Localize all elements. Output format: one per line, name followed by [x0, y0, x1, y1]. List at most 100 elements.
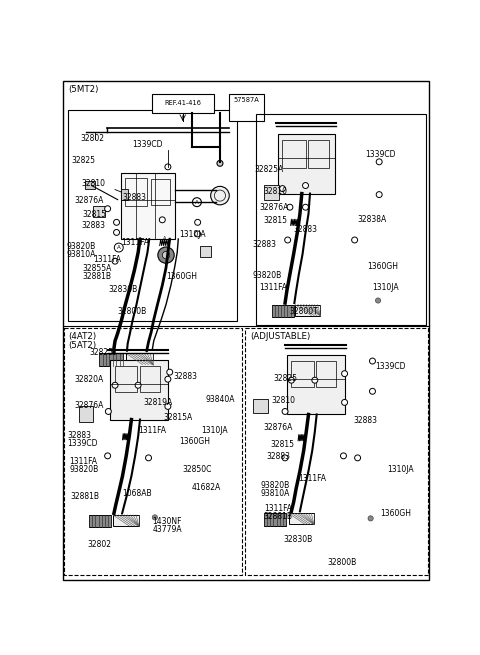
Text: (4AT2): (4AT2): [68, 332, 96, 341]
Text: 32802: 32802: [81, 134, 105, 143]
Circle shape: [114, 243, 123, 252]
Text: 32881B: 32881B: [83, 272, 111, 281]
Bar: [316, 361, 336, 387]
Bar: [253, 399, 267, 413]
Circle shape: [342, 400, 348, 405]
Circle shape: [370, 358, 375, 364]
Text: 32876A: 32876A: [74, 196, 104, 205]
Text: 32838A: 32838A: [358, 215, 387, 224]
Text: A: A: [195, 200, 199, 204]
Bar: [79, 406, 94, 422]
Bar: [64, 328, 241, 575]
Bar: [140, 366, 160, 392]
Circle shape: [288, 377, 294, 383]
Circle shape: [287, 204, 293, 210]
Bar: [245, 328, 428, 575]
Text: 32815: 32815: [264, 216, 288, 225]
Bar: [152, 94, 214, 113]
Text: 32819A: 32819A: [144, 398, 173, 407]
Text: 32883: 32883: [122, 193, 146, 202]
Bar: [85, 181, 95, 189]
Text: 1311FA: 1311FA: [264, 504, 292, 513]
Text: 32825: 32825: [274, 374, 298, 383]
Text: 1339CD: 1339CD: [132, 140, 163, 149]
Text: 1360GH: 1360GH: [179, 437, 210, 446]
Bar: [264, 185, 279, 200]
Text: 1339CD: 1339CD: [67, 440, 98, 448]
Text: 93820B: 93820B: [69, 465, 98, 474]
Text: 93820B: 93820B: [67, 242, 96, 251]
Bar: [228, 94, 264, 121]
Text: 93840A: 93840A: [205, 395, 235, 404]
Circle shape: [114, 219, 120, 225]
Bar: [68, 110, 238, 321]
Bar: [264, 514, 286, 526]
Text: 93820B: 93820B: [252, 271, 282, 280]
Text: 32825: 32825: [89, 348, 113, 357]
Bar: [110, 360, 168, 420]
Text: 32881B: 32881B: [71, 492, 99, 500]
Text: 1310JA: 1310JA: [179, 231, 205, 240]
Circle shape: [162, 252, 170, 259]
Text: 32800T: 32800T: [290, 307, 319, 316]
Text: 32876A: 32876A: [259, 202, 288, 212]
Bar: [151, 179, 170, 204]
Circle shape: [352, 237, 358, 243]
Circle shape: [158, 247, 174, 263]
Text: 1339CD: 1339CD: [365, 150, 396, 159]
Bar: [99, 354, 123, 366]
Text: 1311FA: 1311FA: [93, 255, 121, 264]
Bar: [277, 134, 335, 194]
Text: REF.41-416: REF.41-416: [164, 100, 201, 106]
Circle shape: [112, 383, 118, 388]
Circle shape: [282, 409, 288, 415]
Circle shape: [167, 369, 173, 375]
Text: 1310JA: 1310JA: [202, 426, 228, 435]
Bar: [115, 366, 137, 392]
Bar: [126, 354, 153, 365]
Circle shape: [368, 515, 373, 521]
Circle shape: [282, 455, 288, 461]
Circle shape: [106, 409, 111, 415]
Circle shape: [285, 237, 290, 243]
Text: 1311FA: 1311FA: [259, 284, 287, 292]
Text: 1311FA: 1311FA: [138, 426, 166, 435]
Circle shape: [152, 515, 157, 520]
Text: 32810: 32810: [82, 179, 106, 188]
Text: 32855A: 32855A: [83, 264, 112, 272]
Text: 32815: 32815: [270, 440, 294, 449]
Circle shape: [370, 388, 375, 394]
Text: 32810: 32810: [264, 187, 288, 196]
Text: 1311FA: 1311FA: [69, 457, 97, 466]
Circle shape: [279, 185, 286, 191]
Text: 32881B: 32881B: [264, 512, 293, 521]
Bar: [125, 178, 147, 206]
Text: 32850C: 32850C: [183, 465, 212, 474]
Text: 1311FA: 1311FA: [121, 238, 149, 247]
Text: 32876A: 32876A: [75, 401, 104, 410]
Text: 1430NF: 1430NF: [152, 517, 182, 527]
Text: 1339CD: 1339CD: [375, 362, 406, 371]
Text: 32883: 32883: [252, 240, 276, 248]
Text: 41682A: 41682A: [192, 483, 221, 492]
Bar: [272, 305, 294, 317]
Text: 32820A: 32820A: [74, 375, 103, 384]
Text: 1068AB: 1068AB: [122, 489, 152, 498]
Text: (5MT2): (5MT2): [68, 85, 98, 94]
Text: 32825A: 32825A: [254, 165, 283, 174]
Circle shape: [165, 403, 171, 409]
Bar: [289, 514, 314, 525]
Circle shape: [165, 164, 171, 170]
Bar: [291, 361, 314, 387]
Circle shape: [340, 453, 347, 458]
Bar: [200, 246, 211, 257]
Text: 32830B: 32830B: [108, 285, 138, 294]
Text: 32825: 32825: [72, 157, 96, 165]
Text: 32800B: 32800B: [118, 307, 147, 316]
Bar: [256, 114, 426, 325]
Text: 93810A: 93810A: [67, 250, 96, 259]
Text: 57587A: 57587A: [233, 98, 259, 103]
Text: 1360GH: 1360GH: [166, 272, 197, 281]
Text: 1310JA: 1310JA: [372, 284, 399, 292]
Bar: [113, 515, 139, 526]
